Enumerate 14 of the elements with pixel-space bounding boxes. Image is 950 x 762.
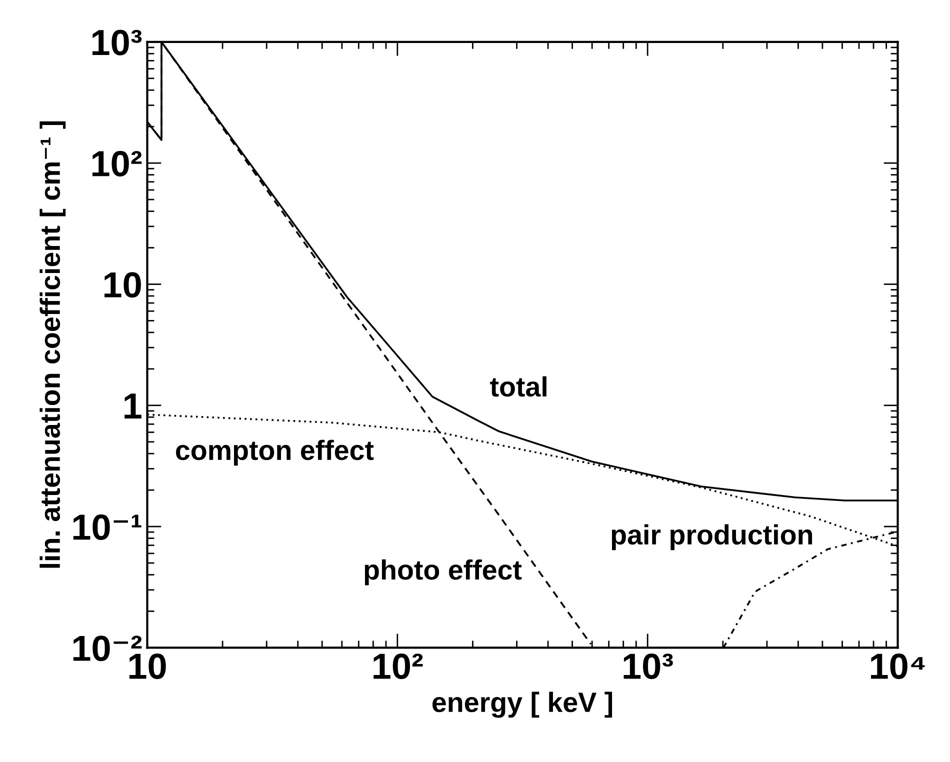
series-label: compton effect <box>176 440 374 466</box>
x-tick-label: 10² <box>374 654 423 680</box>
y-tick-label: 10⁻¹ <box>73 514 142 540</box>
y-tick-label: 10 <box>104 272 141 298</box>
x-tick-label: 10⁴ <box>871 654 925 680</box>
series-label: photo effect <box>364 559 522 586</box>
y-axis-title: lin. attenuation coefficient [ cm⁻¹ ] <box>40 121 66 568</box>
y-tick-label: 10² <box>92 150 142 177</box>
y-tick-label: 10³ <box>92 30 142 56</box>
series-label: total <box>490 376 546 397</box>
x-tick-label: 10³ <box>624 654 673 680</box>
x-axis-title: energy [ keV ] <box>432 692 612 718</box>
series-label: pair production <box>612 524 812 550</box>
y-tick-label: 1 <box>124 394 142 418</box>
